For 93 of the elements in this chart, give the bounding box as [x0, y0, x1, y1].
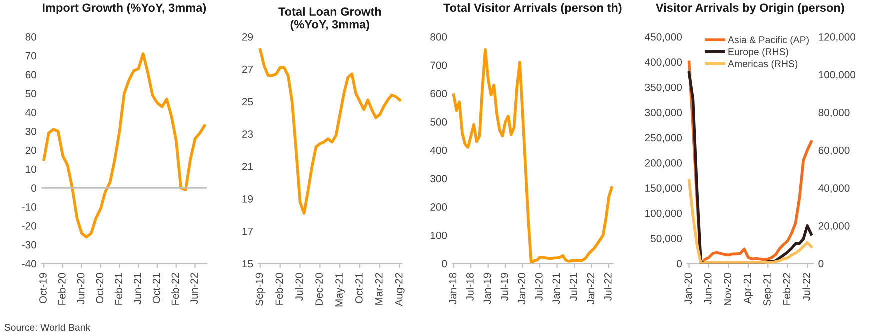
y-tick-label: 400,000: [645, 58, 682, 68]
y-tick-label: -40: [22, 260, 36, 268]
x-tick-label: Feb-22: [782, 273, 791, 305]
y-tick-label: -10: [22, 204, 36, 211]
x-tick-label: Apr-21: [744, 273, 754, 304]
y-tick-label: 0: [32, 184, 36, 192]
x-tick-label: Jul-20: [295, 273, 304, 301]
line-series: [258, 48, 402, 215]
y-tick-label: 50,000: [651, 235, 682, 244]
source-note: Source: World Bank: [4, 324, 91, 332]
x-tick-label: Jun-21: [134, 273, 142, 304]
x-tick-label: Jul-20: [535, 273, 543, 301]
x-tick-label: Feb-22: [172, 273, 180, 305]
y-tick-label: 40: [26, 109, 36, 116]
y-tick-label: 700: [430, 62, 448, 70]
legend-label: Asia & Pacific (AP): [728, 36, 809, 46]
y-tick-label: 27: [242, 66, 254, 74]
y2-tick-label: 0: [818, 260, 824, 268]
x-tick-label: Jun-22: [190, 273, 198, 304]
x-tick-label: Jul-22: [802, 273, 810, 301]
x-tick-label: Aug-22: [395, 273, 405, 306]
x-tick-label: Jun-20: [704, 273, 712, 304]
x-tick-label: Jan-20: [684, 273, 692, 304]
x-tick-label: Jul-19: [500, 273, 508, 301]
y-tick-label: 80: [26, 33, 36, 41]
y-tick-label: 19: [242, 195, 254, 203]
y-tick-label: 23: [242, 130, 254, 138]
y-tick-label: 450,000: [645, 33, 682, 42]
x-tick-label: Jul-21: [570, 273, 578, 301]
y-tick-label: 21: [242, 163, 254, 170]
x-tick-label: Jan-19: [484, 273, 492, 304]
x-tick-label: Feb-20: [275, 273, 284, 305]
y-tick-label: 30: [26, 128, 36, 136]
x-tick-label: Jan-21: [552, 273, 560, 304]
x-tick-label: May-21: [336, 273, 345, 307]
y-tick-label: 25: [242, 98, 254, 106]
x-tick-label: Nov-20: [724, 273, 732, 306]
chart-title: Visitor Arrivals by Origin (person): [656, 3, 844, 14]
y-tick-label: 20: [26, 146, 36, 154]
y-tick-label: 29: [242, 33, 254, 41]
x-tick-label: Feb-21: [114, 273, 122, 305]
y-tick-label: 0: [677, 260, 682, 268]
y-tick-label: 400: [430, 146, 448, 154]
y-tick-label: 70: [26, 52, 36, 60]
legend-label: Europe (RHS): [728, 48, 788, 58]
y-tick-label: 350,000: [645, 84, 682, 92]
y-tick-label: 10: [26, 166, 36, 174]
line-series: [42, 52, 206, 239]
y-tick-label: 500: [430, 118, 448, 126]
legend-label: Americas (RHS): [728, 60, 798, 70]
y2-tick-label: 60,000: [818, 146, 850, 156]
x-tick-label: Mar-22: [375, 273, 383, 305]
y-tick-label: 17: [242, 228, 254, 236]
y2-tick-label: 40,000: [818, 184, 850, 194]
line-series: [688, 179, 813, 264]
y2-tick-label: 100,000: [819, 71, 856, 80]
y-tick-label: -30: [22, 241, 36, 249]
y2-tick-label: 120,000: [819, 33, 856, 42]
y-tick-label: -20: [22, 222, 36, 230]
y-tick-label: 15: [242, 260, 254, 268]
y-tick-label: 50: [26, 90, 36, 98]
y-tick-label: 250,000: [645, 134, 682, 143]
y-tick-label: 100,000: [646, 210, 682, 218]
x-tick-label: Jul-22: [604, 273, 612, 301]
line-series: [452, 48, 614, 264]
y-tick-label: 600: [430, 90, 448, 98]
chart-title: Total Visitor Arrivals (person th): [444, 3, 622, 14]
y2-tick-label: 20,000: [818, 222, 850, 232]
y-tick-label: 150,000: [646, 184, 682, 194]
chart-title: Import Growth (%YoY, 3mma): [42, 3, 206, 14]
x-tick-label: Dec-20: [316, 273, 323, 306]
x-tick-label: Sep-21: [764, 273, 773, 306]
x-tick-label: Oct-20: [96, 273, 104, 304]
y-tick-label: 200: [430, 204, 448, 211]
x-tick-label: Feb-20: [58, 273, 66, 305]
y-tick-label: 100: [430, 232, 448, 240]
y2-tick-label: 80,000: [818, 109, 850, 118]
x-tick-label: Jun-20: [77, 273, 85, 304]
y-tick-label: 300: [430, 175, 448, 183]
x-tick-label: Sep-19: [256, 273, 266, 306]
x-tick-label: Jan-18: [449, 273, 457, 304]
x-tick-label: Oct-21: [152, 273, 160, 304]
x-tick-label: Jul-18: [466, 273, 474, 301]
x-tick-label: Oct-21: [355, 273, 363, 304]
x-tick-label: Jan-20: [518, 273, 526, 304]
chart-title: Total Loan Growth (%YoY, 3mma): [278, 7, 382, 32]
y-tick-label: 800: [430, 33, 448, 41]
y-tick-label: 200,000: [645, 159, 682, 168]
y-tick-label: 0: [442, 260, 448, 268]
y-tick-label: 300,000: [645, 109, 682, 118]
x-tick-label: Jan-22: [587, 273, 595, 304]
y-tick-label: 60: [26, 71, 36, 79]
x-tick-label: Oct-19: [40, 273, 47, 304]
